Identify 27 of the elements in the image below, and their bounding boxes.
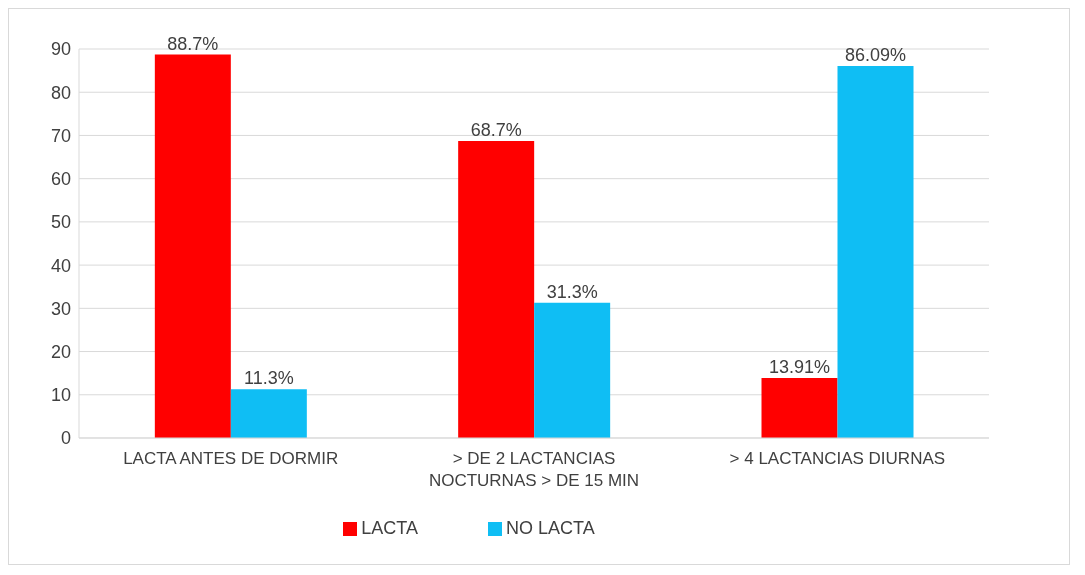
bar: [230, 389, 307, 438]
bar: [534, 302, 611, 438]
data-label: 11.3%: [243, 368, 294, 389]
data-label: 88.7%: [167, 33, 219, 54]
data-label: 13.91%: [768, 356, 831, 377]
y-tick-label: 60: [50, 169, 71, 190]
y-tick-label: 20: [50, 341, 71, 362]
x-tick-label: LACTA ANTES DE DORMIR: [123, 449, 339, 468]
y-tick-label: 0: [60, 428, 71, 449]
y-tick-label: 50: [50, 212, 71, 233]
y-tick-label: 30: [50, 298, 71, 319]
y-tick-label: 70: [50, 125, 71, 146]
y-tick-label: 90: [50, 39, 71, 60]
legend-label: LACTA: [361, 518, 418, 538]
bar: [458, 141, 535, 438]
data-label: 68.7%: [470, 120, 522, 141]
data-label: 31.3%: [546, 281, 598, 302]
y-tick-label: 80: [50, 82, 71, 103]
bar: [837, 65, 914, 438]
bar: [154, 54, 231, 438]
bar: [761, 377, 838, 438]
y-tick-label: 40: [50, 255, 71, 276]
x-tick-label: > DE 2 LACTANCIAS NOCTURNAS > DE 15 MIN: [428, 449, 640, 490]
x-tick-label: > 4 LACTANCIAS DIURNAS: [729, 449, 946, 468]
y-tick-label: 10: [50, 385, 71, 406]
data-label: 86.09%: [844, 44, 907, 65]
legend-label: NO LACTA: [506, 518, 595, 538]
